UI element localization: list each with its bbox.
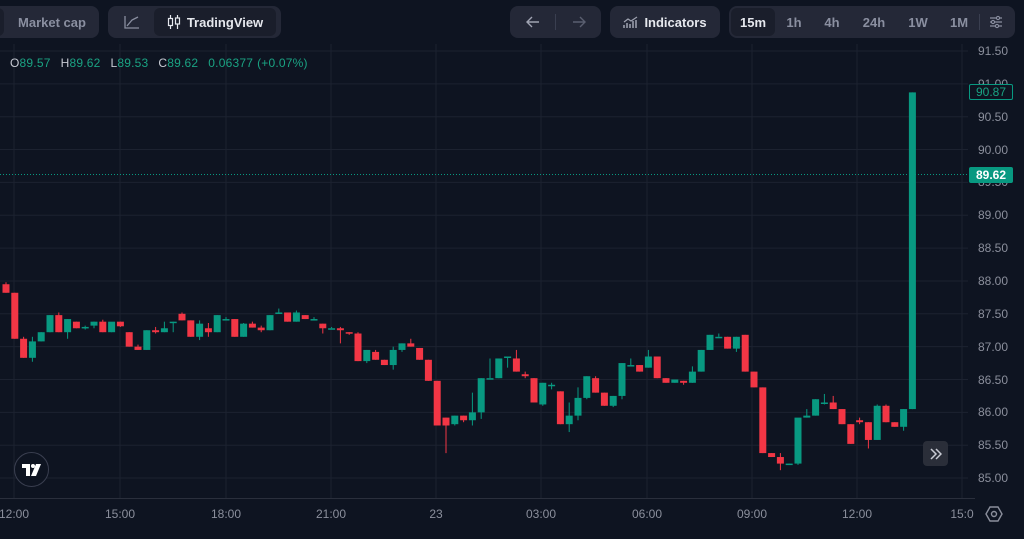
price-tick-label: 88.50 [978,241,1009,256]
ohlc-legend: O89.57 H89.62 L89.53 C89.62 0.06377 (+0.… [10,56,308,70]
close-value: C89.62 [158,56,199,70]
tradingview-logo-icon [21,463,41,476]
high-value: H89.62 [60,56,101,70]
timeframe-4h[interactable]: 4h [824,14,840,30]
time-tick-label: 12:00 [0,507,30,521]
price-tick-label: 86.00 [978,405,1009,420]
timeframe-1h[interactable]: 1h [786,14,802,30]
back-button[interactable] [510,8,555,36]
price-tick-label: 88.00 [978,273,1009,288]
timeframe-24h[interactable]: 24h [862,14,886,30]
timeframe-1m[interactable]: 1M [949,14,969,30]
price-tick-label: 85.00 [978,471,1009,486]
sliders-icon [990,15,1002,29]
change-value: 0.06377 [208,56,254,70]
indicators-icon [623,16,638,28]
time-tick-label: 12:00 [841,507,873,521]
time-tick-label: 18:00 [210,507,242,521]
price-tick-label: 91.50 [978,44,1009,58]
timeframe-1w[interactable]: 1W [908,14,928,30]
market-cap-button[interactable]: Market cap [18,14,86,30]
tradingview-button[interactable]: TradingView [154,8,276,36]
divider [979,14,980,30]
low-value: L89.53 [110,56,149,70]
divider [555,14,556,30]
open-value: O89.57 [10,56,51,70]
line-chart-icon [124,16,139,29]
time-tick-label: 21:00 [315,507,347,521]
change-percent: (+0.07%) [257,56,308,70]
arrow-right-icon [572,16,586,28]
time-tick-label: 15:00 [104,507,136,521]
current-price-tag: 89.62 [969,167,1013,183]
price-tick-label: 89.00 [978,208,1009,223]
arrow-left-icon [525,16,539,28]
time-tick-label: 09:00 [736,507,768,521]
price-tick-label: 85.50 [978,438,1009,453]
scroll-to-latest-button[interactable] [923,441,948,466]
time-tick-label: 15:0 [950,507,974,521]
price-tick-label: 86.50 [978,372,1009,387]
chart-toolbar: Market cap TradingView Indicators 15m 1h… [0,0,1024,44]
indicators-group: Indicators [610,6,720,38]
candlestick-icon [167,15,180,29]
time-tick-label: 23 [429,507,443,521]
market-cap-group: Market cap [0,6,99,38]
time-tick-label: 06:00 [631,507,663,521]
chart-type-group: TradingView [108,6,281,38]
navigation-group [510,6,601,38]
indicators-button[interactable]: Indicators [610,8,720,36]
double-chevron-right-icon [929,447,942,460]
timeframe-15m[interactable]: 15m [731,8,775,36]
forward-button[interactable] [556,8,601,36]
price-tick-label: 90.50 [978,109,1009,124]
time-tick-label: 03:00 [525,507,557,521]
tradingview-label: TradingView [186,14,264,30]
price-tick-label: 87.00 [978,339,1009,354]
price-tick-label: 90.00 [978,142,1009,157]
price-tick-label: 87.50 [978,306,1009,321]
timeframe-group: 15m 1h 4h 24h 1W 1M [729,6,1015,38]
indicators-label: Indicators [644,14,707,30]
high-price-tag: 90.87 [969,84,1013,100]
hidden-left-button[interactable] [0,8,4,36]
tradingview-logo[interactable] [14,452,49,487]
chart-options-gear-icon[interactable] [985,505,1003,523]
chart-settings-button[interactable] [980,8,1012,36]
line-chart-button[interactable] [110,8,154,36]
